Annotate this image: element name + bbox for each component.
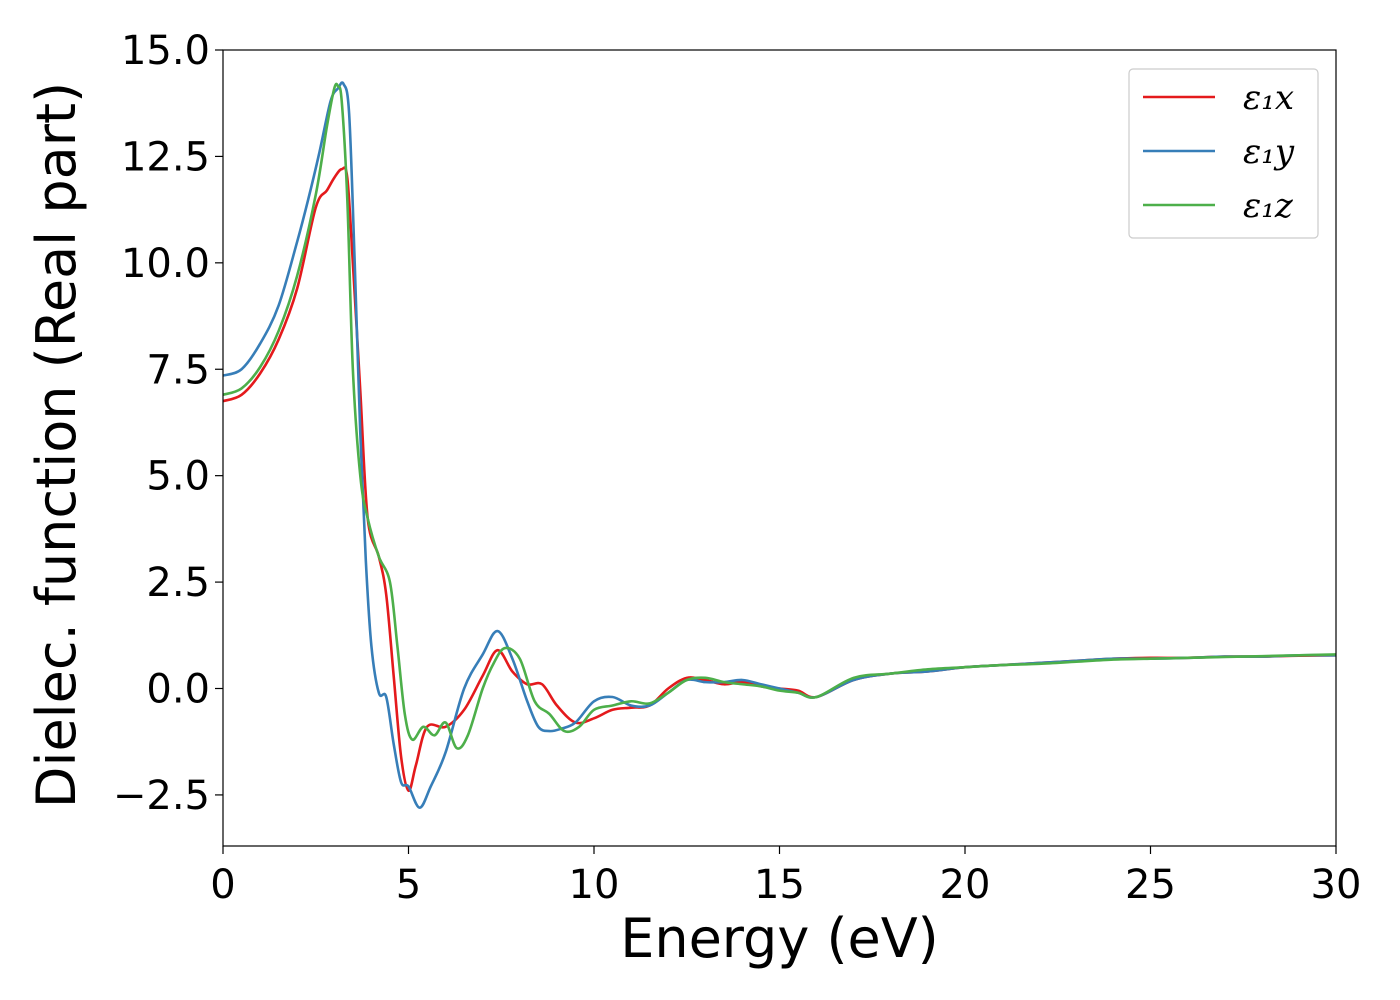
y-tick-label: 15.0 bbox=[121, 28, 210, 74]
series-line-3 bbox=[223, 82, 1336, 750]
y-tick-label: −2.5 bbox=[113, 773, 210, 819]
x-tick-label: 20 bbox=[940, 862, 991, 908]
legend: ε₁x ε₁y ε₁z bbox=[1128, 68, 1319, 239]
y-tick-label: 2.5 bbox=[146, 560, 210, 606]
x-axis-title: Energy (eV) bbox=[620, 907, 939, 970]
x-tick-label: 30 bbox=[1311, 862, 1362, 908]
y-tick-label: 10.0 bbox=[121, 241, 210, 287]
y-tick-label: 12.5 bbox=[121, 134, 210, 180]
x-tick-label: 10 bbox=[569, 862, 620, 908]
legend-label-3: ε₁z bbox=[1243, 186, 1294, 226]
y-tick-label: 7.5 bbox=[146, 347, 210, 393]
axis-layer: 0 5 10 15 20 25 30 −2.5 0.0 2.5 5.0 7.5 10.0 12.5 15.0 bbox=[113, 28, 1362, 908]
legend-box bbox=[1128, 68, 1319, 239]
legend-label-1: ε₁x bbox=[1243, 78, 1294, 118]
series-layer bbox=[223, 81, 1336, 809]
y-tick-label: 5.0 bbox=[146, 454, 210, 500]
legend-label-2: ε₁y bbox=[1243, 132, 1295, 172]
x-tick-label: 25 bbox=[1125, 862, 1176, 908]
x-tick-label: 5 bbox=[396, 862, 421, 908]
x-tick-label: 0 bbox=[210, 862, 235, 908]
y-axis-title: Dielec. function (Real part) bbox=[25, 82, 88, 808]
y-tick-label: 0.0 bbox=[146, 667, 210, 713]
x-tick-label: 15 bbox=[754, 862, 805, 908]
